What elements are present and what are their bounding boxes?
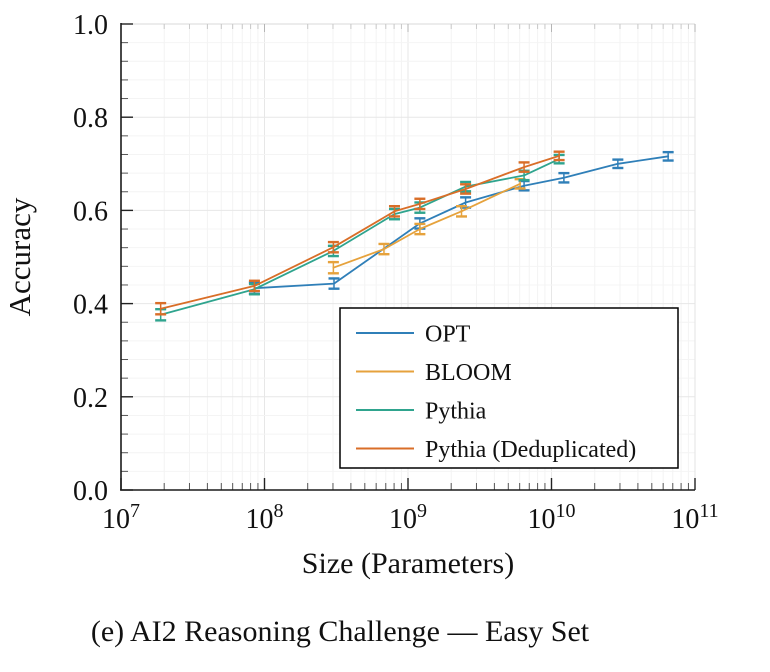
legend-layer: OPT BLOOM Pythia Pythia (Deduplicated) [339, 307, 679, 469]
legend-label-pythia-deduplicated-: Pythia (Deduplicated) [425, 437, 636, 463]
y-axis-label: Accuracy [2, 197, 37, 316]
legend-label-opt: OPT [425, 322, 471, 348]
figure-caption: (e) AI2 Reasoning Challenge — Easy Set [91, 615, 590, 648]
series-line [159, 158, 560, 316]
y-tick-label: 1.0 [73, 10, 108, 41]
x-tick-label: 1011 [671, 500, 718, 535]
x-tick-label: 107 [102, 500, 140, 535]
series-pythia-deduplicated- [155, 150, 565, 316]
axis-layer [120, 23, 696, 491]
series-bloom [327, 177, 526, 275]
series-line [253, 155, 670, 290]
legend-label-bloom: BLOOM [425, 360, 512, 386]
y-tick-label: 0.4 [73, 290, 108, 321]
x-tick-label: 108 [246, 500, 284, 535]
series-opt [248, 150, 674, 296]
y-tick-label: 0.8 [73, 103, 108, 134]
series-line [332, 182, 521, 269]
tick-label-layer: 0.0 0.2 0.4 0.6 0.8 1.0 107 108 109 1010 1011 [73, 10, 719, 535]
series-layer [155, 150, 674, 322]
legend-label-pythia: Pythia [425, 399, 487, 425]
x-axis-label: Size (Parameters) [302, 547, 514, 580]
legend-box [339, 307, 679, 469]
series-line [159, 155, 560, 310]
y-tick-label: 0.2 [73, 383, 108, 414]
y-tick-label: 0.6 [73, 196, 108, 227]
x-tick-label: 1010 [528, 500, 576, 535]
y-tick-label: 0.0 [73, 476, 108, 507]
x-tick-label: 109 [389, 500, 427, 535]
